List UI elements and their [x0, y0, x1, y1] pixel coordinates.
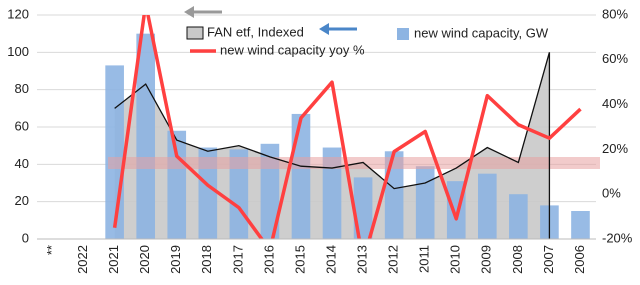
y2-tick-label: 60%: [602, 51, 628, 66]
x-tick-label: 2011: [417, 245, 432, 273]
legend-swatch: [186, 26, 204, 40]
y2-tick-label: -20%: [602, 230, 633, 245]
x-tick-label: 2009: [479, 245, 494, 274]
line: [112, 15, 582, 239]
x-tick-label: 2006: [572, 245, 587, 274]
y2-tick-label: 80%: [602, 6, 628, 21]
bar: [571, 211, 590, 239]
y-tick-label: 60: [15, 118, 29, 133]
y2-tick-label: 20%: [602, 141, 628, 156]
x-tick-label: 2007: [541, 245, 556, 274]
highlight-band: [108, 157, 600, 169]
bar: [322, 147, 342, 239]
y-tick-label: 40: [15, 156, 29, 171]
legend-label: new wind capacity yoy %: [220, 42, 365, 57]
arrow-head: [319, 23, 329, 35]
x-tick-label: 2016: [261, 245, 276, 274]
x-tick-label: 2018: [199, 245, 214, 274]
y-tick-label: 80: [15, 81, 29, 96]
x-tick-label: 2010: [448, 245, 463, 274]
legend-swatch: [397, 28, 409, 40]
bar: [136, 33, 156, 239]
arrow-head: [184, 6, 194, 18]
x-tick-label: 2015: [292, 245, 307, 274]
y2-tick-label: 40%: [602, 96, 628, 111]
area: [114, 52, 550, 240]
legend-label: new wind capacity, GW: [414, 25, 549, 40]
x-tick-label: 2021: [106, 245, 121, 274]
x-tick-label: 2012: [386, 245, 401, 274]
x-tick-label: 2013: [355, 245, 370, 274]
y-tick-label: 20: [15, 193, 29, 208]
x-tick-label: 2017: [230, 245, 245, 274]
bar: [291, 113, 311, 239]
x-tick-label: 2014: [323, 245, 338, 274]
x-tick-label: 2019: [168, 245, 183, 274]
bar: [167, 130, 187, 239]
x-tick-label: 2008: [510, 245, 525, 274]
y-tick-label: 120: [7, 6, 29, 21]
bar: [198, 147, 218, 239]
y-tick-label: 100: [7, 44, 29, 59]
x-tick-label: 2022: [75, 245, 90, 274]
y-tick-label: 0: [22, 230, 29, 245]
bar: [415, 166, 435, 239]
bar: [509, 194, 528, 239]
y2-tick-label: 0%: [602, 186, 621, 201]
x-tick-label: **: [44, 245, 59, 255]
legend-label: FAN etf, Indexed: [207, 24, 304, 39]
bar: [353, 177, 373, 239]
bar: [105, 65, 124, 240]
bar: [477, 173, 497, 239]
x-tick-label: 2020: [137, 245, 152, 274]
